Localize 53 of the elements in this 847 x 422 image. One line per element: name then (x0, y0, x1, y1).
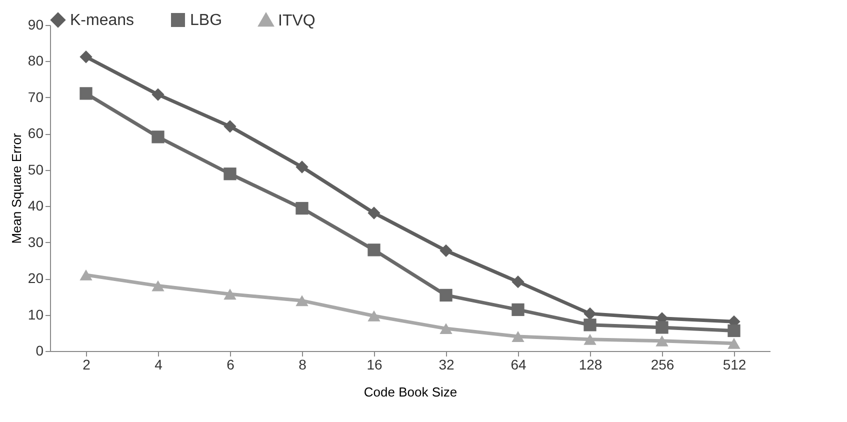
point (80, 50, 92, 64)
x-tick-label: 128 (578, 356, 602, 372)
point (296, 160, 308, 174)
x-tick-label: 16 (366, 356, 382, 372)
y-tick-label: 50 (28, 161, 44, 178)
y-tick-label: 40 (28, 198, 44, 214)
point (224, 168, 236, 180)
y-axis-title: Mean Square Error (8, 132, 24, 244)
point (512, 303, 524, 316)
point (152, 88, 164, 101)
x-axis-title: Code Book Size (364, 384, 458, 400)
legend-label: K-means (70, 12, 134, 29)
point (440, 244, 452, 257)
x-tick-label: 64 (510, 356, 526, 372)
y-tick-label: 0 (36, 342, 44, 358)
y-tick-label: 60 (28, 125, 44, 142)
point (656, 321, 668, 334)
point (512, 331, 524, 342)
y-tick-label: 70 (28, 88, 44, 105)
point (656, 335, 668, 346)
point (80, 87, 92, 100)
x-tick-label: 6 (226, 356, 235, 372)
point (728, 338, 740, 349)
legend-label: LBG (190, 12, 222, 29)
x-tick-label: 512 (722, 356, 746, 372)
point (296, 295, 308, 306)
point (584, 318, 596, 332)
point (440, 323, 452, 334)
x-tick-label: 4 (154, 356, 163, 372)
x-tick-label: 8 (298, 356, 307, 372)
point (224, 288, 236, 300)
point (152, 280, 164, 292)
point (80, 269, 92, 280)
point (368, 206, 380, 220)
x-tick-label: 256 (650, 356, 674, 372)
point (440, 288, 452, 302)
y-tick-label: 30 (28, 234, 44, 250)
y-tick-label: 20 (28, 270, 44, 286)
y-tick-label: 10 (28, 306, 44, 322)
point (296, 202, 308, 215)
point (368, 244, 380, 256)
y-tick-label: 90 (28, 16, 44, 32)
point (584, 307, 596, 320)
point (224, 120, 236, 133)
x-tick-label: 32 (438, 356, 454, 372)
legend-label: ITVQ (278, 12, 316, 30)
point (152, 130, 164, 144)
y-tick-label: 80 (28, 52, 44, 69)
point (368, 310, 380, 322)
point (512, 275, 524, 288)
point (584, 334, 596, 345)
point (728, 324, 740, 338)
x-tick-label: 2 (82, 356, 91, 372)
